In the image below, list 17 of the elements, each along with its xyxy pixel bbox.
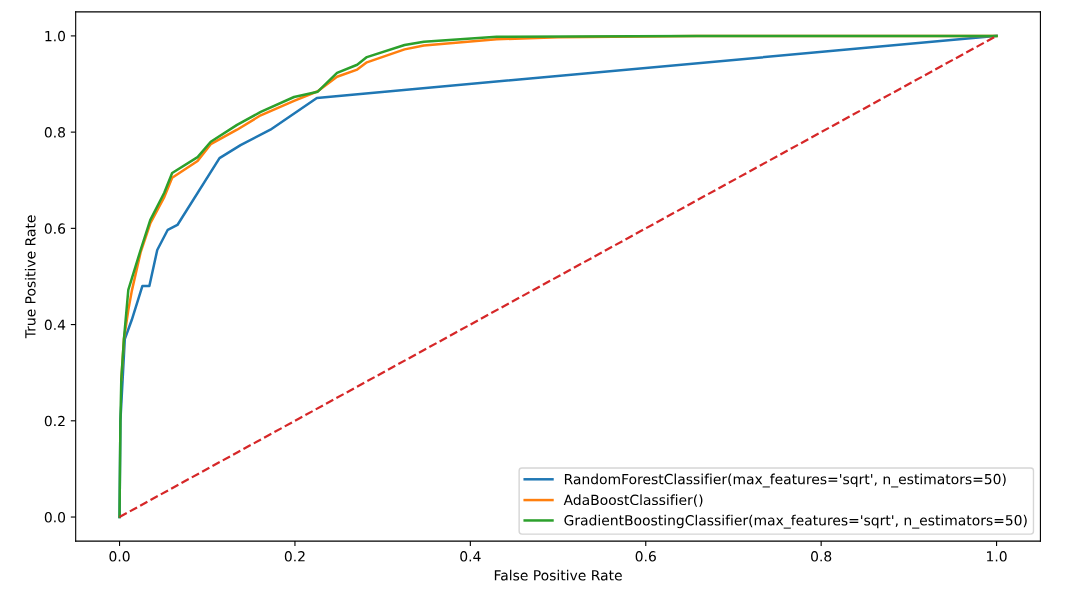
y-tick-label: 0.2 [44, 415, 65, 427]
y-tick-label: 0.4 [44, 319, 66, 331]
x-axis-title: False Positive Rate [494, 569, 622, 581]
y-tick-label: 0.6 [44, 223, 66, 234]
x-tick-label: 0.4 [460, 551, 481, 562]
x-tick-label: 1.0 [987, 551, 1007, 562]
x-tick-label: 0.6 [635, 551, 656, 562]
legend-label: AdaBoostClassifier() [563, 494, 703, 507]
y-tick-label: 1.0 [45, 30, 66, 42]
x-tick-label: 0.8 [811, 551, 832, 562]
legend-label: RandomForestClassifier(max_features='sqrt', n_estimators=50) [564, 473, 1006, 488]
x-tick-label: 0.0 [109, 551, 130, 562]
x-tick-label: 0.2 [284, 551, 305, 562]
y-tick-label: 0.0 [44, 512, 66, 523]
legend-label: GradientBoostingClassifier(max_features='sqrt', n_estimators=50) [564, 514, 1027, 529]
y-axis-title: True Positive Rate [24, 215, 36, 339]
y-tick-label: 0.8 [44, 127, 66, 138]
